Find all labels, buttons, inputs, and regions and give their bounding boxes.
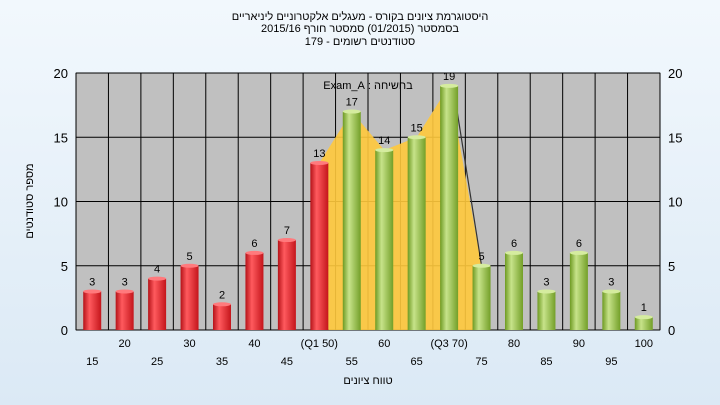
bar-cap [440, 83, 459, 88]
bar-value-label: 6 [511, 238, 517, 250]
bar [407, 137, 426, 330]
bar-layer [83, 83, 653, 330]
bar [115, 291, 134, 330]
bar-value-label: 2 [219, 289, 225, 301]
bar-value-label: 17 [346, 97, 358, 109]
y-tick-label-right: 10 [668, 195, 682, 210]
bar-cap [148, 276, 167, 281]
bar [375, 150, 394, 330]
chart-title-line-1: היסטוגרמת ציונים בקורס - מעגלים אלקטרוני… [231, 11, 489, 23]
x-tick-label: 90 [573, 338, 585, 350]
bar-value-label: 3 [608, 276, 614, 288]
bar-cap [375, 148, 394, 153]
bar [148, 278, 167, 330]
bar-cap [115, 289, 134, 294]
x-tick-label: 20 [119, 338, 131, 350]
bar-value-label: 3 [122, 276, 128, 288]
bar-cap [602, 289, 621, 294]
bar [634, 317, 653, 330]
bar-cap [537, 289, 556, 294]
bar-cap [342, 109, 361, 114]
x-tick-label: 80 [508, 338, 520, 350]
x-tick-label: 40 [248, 338, 260, 350]
bar [277, 240, 296, 330]
bar-value-label: 14 [378, 135, 390, 147]
bar-value-label: 6 [576, 238, 582, 250]
x-axis-label: טווח ציונים [343, 375, 392, 387]
x-tick-label: (Q1 50) [301, 338, 338, 350]
bar-cap [180, 263, 199, 268]
x-tick-label: 15 [86, 356, 98, 368]
y-axis-label: מספר סטודנטים [24, 163, 36, 238]
x-tick-label: 55 [346, 356, 358, 368]
bar [342, 111, 361, 330]
x-tick-label: 35 [216, 356, 228, 368]
bar [569, 252, 588, 330]
x-tick-label: 65 [411, 356, 423, 368]
bar-value-label: 15 [411, 122, 423, 134]
x-tick-label: 25 [151, 356, 163, 368]
bar [537, 291, 556, 330]
y-tick-label-left: 10 [54, 195, 68, 210]
bar-cap [407, 135, 426, 140]
x-tick-label: 30 [183, 338, 195, 350]
bar-value-label: 6 [251, 238, 257, 250]
bar-cap [213, 302, 231, 307]
bar-cap [83, 289, 102, 294]
exam-annotation: בחשיחה : Exam_A [323, 80, 413, 92]
chart-title-line-3: סטודנטים רשומים - 179 [304, 36, 416, 48]
x-tick-label: 85 [540, 356, 552, 368]
x-tick-label: 95 [605, 356, 617, 368]
bar [602, 291, 621, 330]
bar [83, 291, 102, 330]
x-tick-label: 45 [281, 356, 293, 368]
bar-cap [277, 238, 296, 243]
x-tick-label: 100 [635, 338, 653, 350]
bar-value-label: 13 [313, 148, 325, 160]
bar-cap [505, 250, 523, 255]
bar-value-label: 19 [443, 71, 455, 83]
bar [310, 162, 329, 330]
bar [180, 265, 199, 330]
bar-value-label: 4 [154, 264, 160, 276]
bar-value-label: 1 [641, 302, 647, 314]
y-tick-label-right: 15 [668, 130, 682, 145]
y-tick-label-left: 15 [54, 130, 68, 145]
bar-value-label: 5 [186, 251, 192, 263]
y-tick-label-left: 20 [54, 66, 68, 81]
bar [245, 252, 264, 330]
bar [472, 265, 491, 330]
bar-cap [569, 250, 588, 255]
y-tick-label-left: 5 [61, 259, 68, 274]
x-tick-label: (Q3 70) [430, 338, 467, 350]
y-tick-label-right: 0 [668, 323, 675, 338]
bar-value-label: 3 [89, 276, 95, 288]
bar [213, 304, 231, 330]
y-tick-label-right: 5 [668, 259, 675, 274]
bar-cap [472, 263, 491, 268]
bar-cap [245, 250, 264, 255]
bar-cap [310, 160, 329, 165]
y-tick-label-left: 0 [61, 323, 68, 338]
bar-value-label: 5 [478, 251, 484, 263]
bar-value-label: 3 [543, 276, 549, 288]
y-tick-label-right: 20 [668, 66, 682, 81]
chart-title-line-2: בסמסטר (01/2015) סמסטר חורף 2015/16 [260, 23, 460, 35]
bar [440, 85, 459, 330]
bar [505, 252, 523, 330]
x-tick-label: 75 [475, 356, 487, 368]
label-layer: 3 3 4 5 2 6 7 13 17 14 15 19 5 6 3 6 3 1 [89, 71, 647, 314]
bar-cap [634, 315, 653, 320]
bar-value-label: 7 [284, 225, 290, 237]
x-tick-label: 60 [378, 338, 390, 350]
